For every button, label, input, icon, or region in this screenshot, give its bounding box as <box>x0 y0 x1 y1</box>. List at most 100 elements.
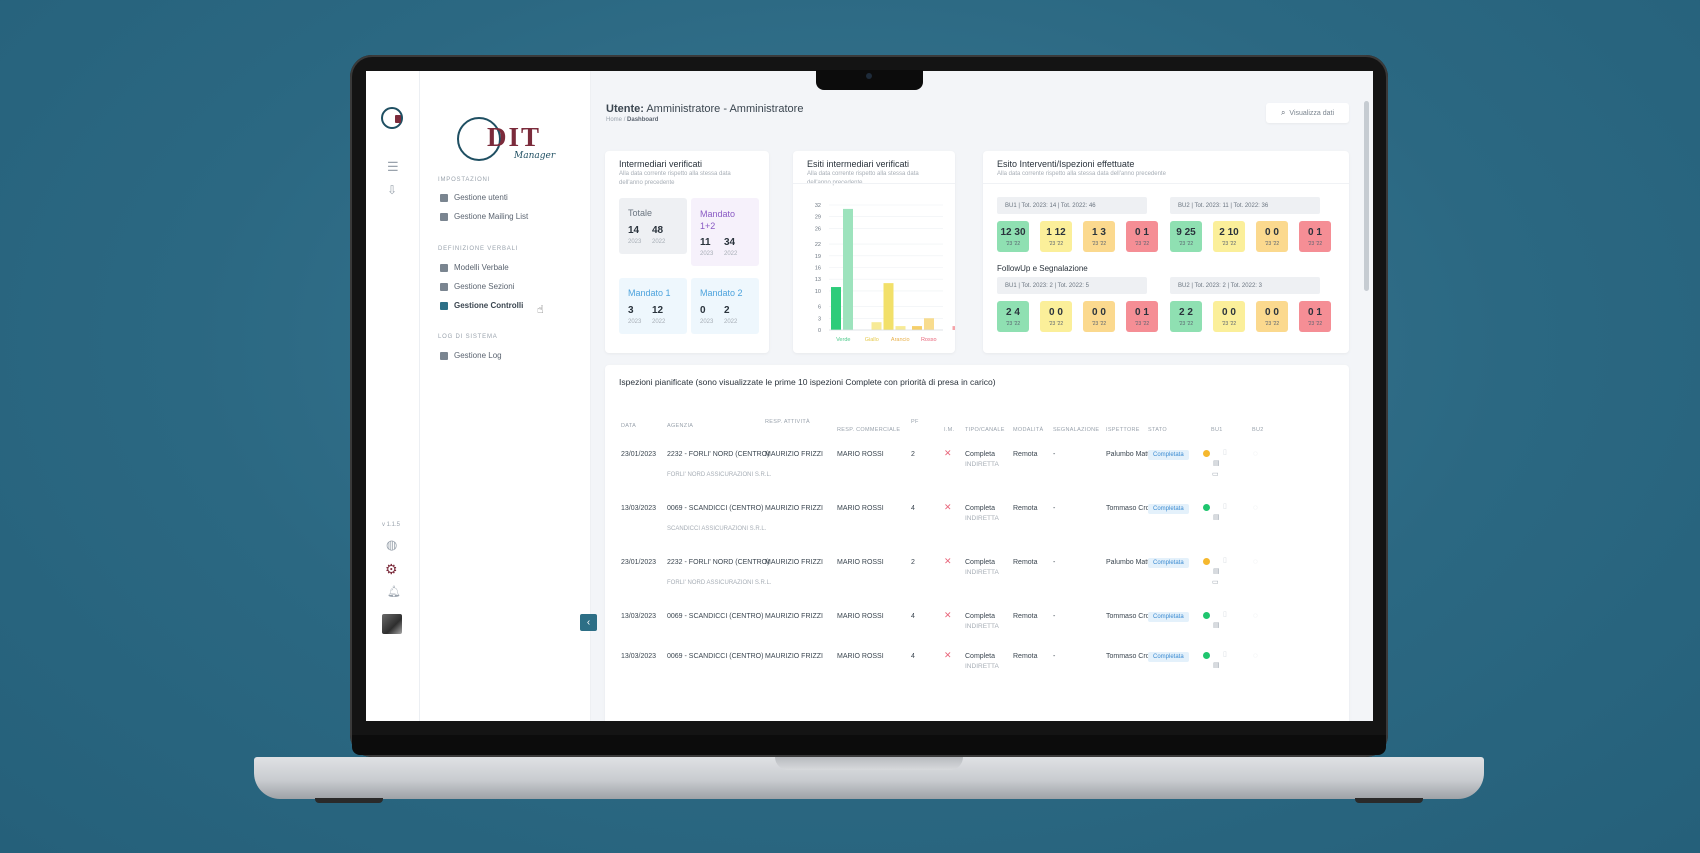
bar-giallo[interactable] <box>883 283 894 330</box>
cell-pf: 4 <box>911 505 915 512</box>
y-tick-label: 22 <box>815 242 821 248</box>
sidebar-item-gestione-log[interactable]: Gestione Log <box>440 351 502 360</box>
stat-value: 3 <box>628 305 634 316</box>
menu-icon[interactable]: ☰ <box>387 159 399 174</box>
column-header[interactable]: DATA <box>621 423 637 429</box>
cell-ispettore: Tommaso Crociera <box>1106 613 1165 620</box>
settings-icon[interactable]: ⚙ <box>385 561 398 577</box>
avatar[interactable] <box>382 614 402 634</box>
esito-box[interactable]: 0 1 '23 '22 <box>1299 301 1331 332</box>
cell-canale: INDIRETTA <box>965 623 999 630</box>
esito-value: 9 25 <box>1176 227 1196 238</box>
cell-tipo: Completa <box>965 451 995 458</box>
bell-icon[interactable]: 🔔︎ <box>387 586 401 598</box>
esito-years: '23 '22 <box>1048 321 1064 327</box>
cell-segnalazione: - <box>1053 451 1056 458</box>
esito-box[interactable]: 0 0 '23 '22 <box>1256 221 1288 252</box>
esito-years: '23 '22 <box>1005 241 1021 247</box>
clipboard-icon <box>440 263 448 272</box>
logo-icon[interactable] <box>381 107 403 129</box>
esito-years: '23 '22 <box>1221 241 1237 247</box>
document-icon[interactable]: ▤ <box>1213 568 1220 575</box>
card-subtitle: Alla data corrente rispetto alla stessa … <box>997 171 1166 177</box>
breadcrumb-home[interactable]: Home <box>606 117 623 123</box>
esito-box[interactable]: 1 12 '23 '22 <box>1040 221 1072 252</box>
sidebar-item-gestione-controlli[interactable]: Gestione Controlli <box>440 301 523 310</box>
esito-box[interactable]: 9 25 '23 '22 <box>1170 221 1202 252</box>
cell-tipo: Completa <box>965 505 995 512</box>
cell-canale: INDIRETTA <box>965 663 999 670</box>
sidebar-item-label: Gestione Mailing List <box>454 212 529 221</box>
bar-arancio[interactable] <box>912 326 922 330</box>
cell-modalita: Remota <box>1013 451 1038 458</box>
sidebar-item-label: Gestione utenti <box>454 193 508 202</box>
esito-value: 0 0 <box>1222 307 1236 318</box>
esito-years: '23 '22 <box>1134 241 1150 247</box>
column-header: STATO <box>1148 427 1167 433</box>
sidebar-item-modelli-verbale[interactable]: Modelli Verbale <box>440 263 509 272</box>
esito-box[interactable]: 12 30 '23 '22 <box>997 221 1029 252</box>
bar-arancio[interactable] <box>924 318 934 330</box>
bar-giallo[interactable] <box>871 322 882 330</box>
sidebar-item-gestione-utenti[interactable]: Gestione utenti <box>440 193 508 202</box>
checkbox-icon[interactable]: ▯ <box>1223 651 1227 658</box>
document-icon[interactable]: ▤ <box>1213 662 1220 669</box>
checkbox-icon[interactable]: ▯ <box>1223 503 1227 510</box>
close-icon: ✕ <box>944 556 952 566</box>
document-icon[interactable]: ▤ <box>1213 460 1220 467</box>
cell-pf: 4 <box>911 653 915 660</box>
cell-data: 13/03/2023 <box>621 505 657 512</box>
bu2-status-icon: ◌ <box>1253 611 1258 620</box>
globe-icon[interactable]: ◍ <box>386 537 398 552</box>
esito-box[interactable]: 2 10 '23 '22 <box>1213 221 1245 252</box>
cell-resp_att: MAURIZIO FRIZZI <box>765 559 823 566</box>
brand-logo-sub: Manager <box>514 151 556 161</box>
checkbox-icon[interactable]: ▯ <box>1223 449 1227 456</box>
card-title: Esiti intermediari verificati <box>807 159 910 169</box>
collapse-sidebar-button[interactable]: ‹ <box>580 614 597 631</box>
esito-box[interactable]: 0 0 '23 '22 <box>1213 301 1245 332</box>
checkbox-icon[interactable]: ▯ <box>1223 611 1227 618</box>
esito-box[interactable]: 0 1 '23 '22 <box>1299 221 1331 252</box>
checkbox-icon[interactable]: ▯ <box>1223 557 1227 564</box>
y-tick-label: 10 <box>815 289 821 295</box>
cell-segnalazione: - <box>1053 613 1056 620</box>
stat-year: 2022 <box>652 319 666 325</box>
chat-icon[interactable]: ▭ <box>1212 471 1219 478</box>
esito-box[interactable]: 0 0 '23 '22 <box>1040 301 1072 332</box>
view-data-button[interactable]: ⌕ Visualizza dati <box>1266 103 1349 123</box>
esito-box[interactable]: 0 0 '23 '22 <box>1256 301 1288 332</box>
esiti-bar-chart: 32 29 26 22 19 16 13 10 6 3 0 Verde Giallo Arancio Ros… <box>815 203 956 343</box>
stat-totale: Totale 14 48 2023 2022 <box>619 198 687 254</box>
esito-box[interactable]: 2 4 '23 '22 <box>997 301 1029 332</box>
sidebar-item-mailing-list[interactable]: Gestione Mailing List <box>440 212 528 221</box>
esito-box[interactable]: 0 1 '23 '22 <box>1126 221 1158 252</box>
document-icon[interactable]: ▤ <box>1213 622 1220 629</box>
document-icon[interactable]: ▤ <box>1213 514 1220 521</box>
x-tick-label: Giallo <box>865 337 879 343</box>
esito-box[interactable]: 0 0 '23 '22 <box>1083 301 1115 332</box>
column-header: TIPO/CANALE <box>965 427 1005 433</box>
esito-years: '23 '22 <box>1134 321 1150 327</box>
cell-segnalazione: - <box>1053 559 1056 566</box>
esito-box[interactable]: 2 2 '23 '22 <box>1170 301 1202 332</box>
cell-resp_comm: MARIO ROSSI <box>837 613 884 620</box>
sidebar-item-gestione-sezioni[interactable]: Gestione Sezioni <box>440 282 514 291</box>
download-icon[interactable]: ⇩ <box>387 183 398 197</box>
icon-rail: ☰ ⇩ v 1.1.5 ◍ ⚙ 🔔︎ <box>366 71 420 721</box>
bar-giallo[interactable] <box>895 326 906 330</box>
page-scrollbar[interactable] <box>1364 101 1369 291</box>
esito-box[interactable]: 1 3 '23 '22 <box>1083 221 1115 252</box>
bar-verde[interactable] <box>831 287 841 330</box>
esito-box[interactable]: 0 1 '23 '22 <box>1126 301 1158 332</box>
card-esito-interventi: Esito Interventi/Ispezioni effettuate Al… <box>983 151 1349 353</box>
chat-icon[interactable]: ▭ <box>1212 579 1219 586</box>
bar-rosso[interactable] <box>952 326 956 330</box>
laptop-lip <box>775 757 963 770</box>
cursor-icon: ☝︎ <box>537 304 544 316</box>
bu2-status-icon: ◌ <box>1253 449 1258 458</box>
bar-verde[interactable] <box>843 208 853 330</box>
card-esiti: Esiti intermediari verificati Alla data … <box>793 151 955 353</box>
search-icon: ⌕ <box>1280 108 1286 117</box>
column-header: RESP. ATTIVITÀ <box>765 419 810 425</box>
